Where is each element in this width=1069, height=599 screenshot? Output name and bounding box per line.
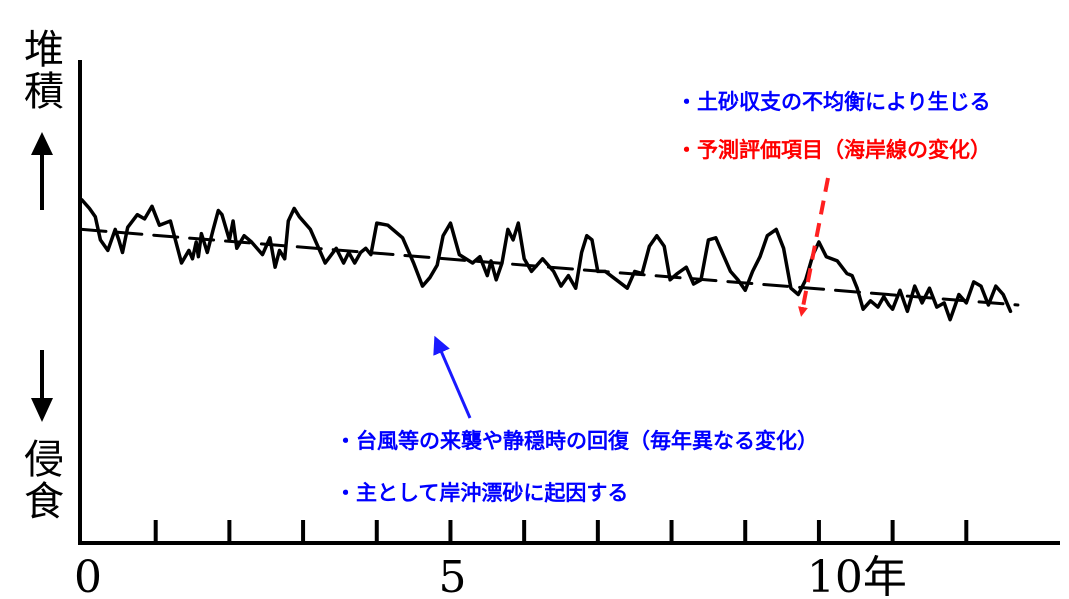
note-typhoon-recovery: ・台風等の来襲や静穏時の回復（毎年異なる変化）: [335, 429, 818, 453]
y-label-deposition: 堆積: [17, 28, 63, 112]
shoreline-series: [80, 198, 1013, 322]
y-arrow-up-head: [31, 132, 53, 155]
note-sediment-imbalance: ・土砂収支の不均衡により生じる: [676, 90, 991, 114]
note-cross-shore: ・主として岸沖漂砂に起因する: [335, 481, 629, 505]
blue-arrow: [433, 335, 472, 419]
trend-line: [80, 227, 1020, 307]
x-tick-label-2: 10年: [807, 552, 907, 599]
x-tick-label-0: 0: [74, 552, 102, 599]
red-dashed-arrow: [798, 177, 830, 317]
y-label-erosion: 侵食: [17, 438, 63, 522]
note-prediction-item: ・予測評価項目（海岸線の変化）: [676, 138, 991, 162]
x-tick-label-1: 5: [438, 552, 466, 599]
y-arrow-down-head: [31, 398, 53, 422]
axes: [31, 60, 1060, 545]
